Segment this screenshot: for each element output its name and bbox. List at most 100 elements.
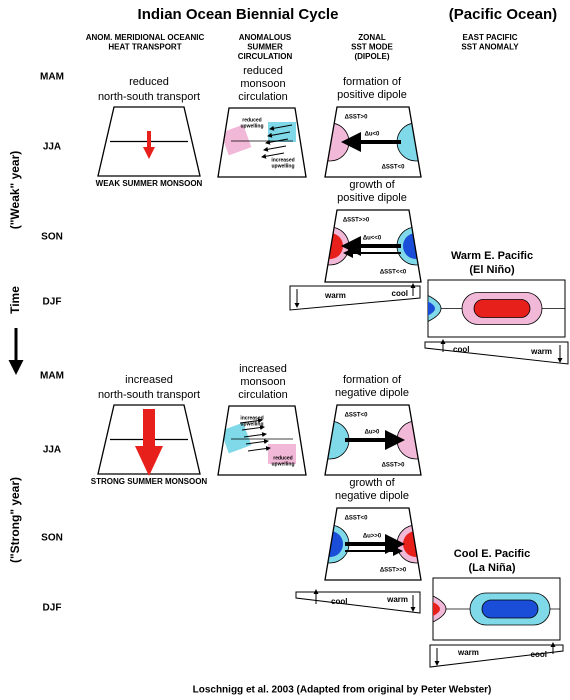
label: cool xyxy=(453,345,469,354)
pacific-thermocline xyxy=(424,341,569,365)
label: monsoon xyxy=(240,78,285,90)
west-core xyxy=(428,301,435,316)
upwelling-patch xyxy=(220,422,252,454)
label: SUMMER xyxy=(247,43,283,52)
label: ANOMALOUS xyxy=(239,33,292,42)
label: monsoon xyxy=(240,376,285,388)
label: upwelling xyxy=(240,123,263,129)
circulation-arrow xyxy=(243,432,267,438)
circulation-box xyxy=(217,107,307,178)
label: negative dipole xyxy=(335,490,409,502)
label: warm xyxy=(530,347,552,356)
label: Warm E. Pacific xyxy=(451,250,533,262)
label: STRONG SUMMER MONSOON xyxy=(91,477,208,486)
label: warm xyxy=(386,595,408,604)
dipole-box xyxy=(324,209,422,283)
label: circulation xyxy=(238,91,288,103)
label: cool xyxy=(331,597,347,606)
circulation-arrow xyxy=(267,131,291,138)
label: CIRCULATION xyxy=(238,52,293,61)
label: upwelling xyxy=(271,163,294,169)
label: SON xyxy=(41,533,63,544)
circulation-arrow xyxy=(265,138,289,145)
circulation-box-fill xyxy=(220,122,296,156)
dipole-box xyxy=(324,106,422,178)
label: Δu<0 xyxy=(365,132,380,138)
label: ΔSST<<0 xyxy=(380,270,407,276)
upwelling-patch xyxy=(220,124,252,156)
label: MAM xyxy=(40,72,64,83)
label: reduced xyxy=(273,455,292,461)
label: ΔSST>0 xyxy=(345,115,368,121)
sst-anomaly xyxy=(396,524,421,564)
label: increased xyxy=(240,415,263,421)
circulation-arrow xyxy=(263,145,287,152)
circulation-arrow xyxy=(261,152,285,159)
label: Time xyxy=(8,286,22,314)
dipole-box xyxy=(324,404,422,476)
label: upwelling xyxy=(240,421,263,427)
label: EAST PACIFIC xyxy=(463,33,518,42)
label: warm xyxy=(324,291,346,300)
label: ΔSST<0 xyxy=(345,413,368,419)
sst-anomaly xyxy=(325,420,350,460)
label: (Pacific Ocean) xyxy=(449,6,557,23)
label: formation of xyxy=(343,76,402,88)
label: JJA xyxy=(43,445,61,456)
label: reduced xyxy=(243,65,283,77)
label: north-south transport xyxy=(98,389,200,401)
label: upwelling xyxy=(271,461,294,467)
transport-arrow xyxy=(135,409,163,476)
label: ΔSST<0 xyxy=(345,516,368,522)
label: ΔSST<0 xyxy=(382,165,405,171)
label: ("Weak" year) xyxy=(8,151,22,230)
circulation-arrow xyxy=(269,124,293,131)
label: DJF xyxy=(43,603,62,614)
label: warm xyxy=(457,648,479,657)
label: (DIPOLE) xyxy=(354,52,389,61)
label: Δu>0 xyxy=(365,430,380,436)
pacific-thermocline xyxy=(429,644,564,668)
label: WEAK SUMMER MONSOON xyxy=(96,179,203,188)
circulation-box-fill xyxy=(220,422,296,464)
sst-anomaly xyxy=(325,524,350,564)
label: ANOM. MERIDIONAL OCEANIC xyxy=(86,33,205,42)
east-core xyxy=(481,599,539,619)
label: cool xyxy=(392,289,408,298)
label: positive dipole xyxy=(337,89,407,101)
label: negative dipole xyxy=(335,387,409,399)
dipole-box xyxy=(324,507,422,581)
upwelling-patch xyxy=(268,122,296,142)
transport-arrow xyxy=(143,131,155,159)
label: increased xyxy=(239,363,287,375)
circulation-box xyxy=(217,405,307,476)
label: ΔSST>0 xyxy=(382,463,405,469)
label: DJF xyxy=(43,297,62,308)
sst-anomaly xyxy=(325,226,350,266)
upwelling-patch xyxy=(268,444,296,464)
label: reduced xyxy=(242,117,261,123)
label: Δu<<0 xyxy=(363,236,382,242)
label: Δu>>0 xyxy=(363,534,382,540)
label: MAM xyxy=(40,371,64,382)
label: ΔSST>>0 xyxy=(343,218,370,224)
label: growth of xyxy=(349,179,395,191)
transport-box xyxy=(97,404,201,475)
label: circulation xyxy=(238,389,288,401)
label: increased xyxy=(271,157,294,163)
label: JJA xyxy=(43,142,61,153)
circulation-arrow xyxy=(247,446,271,452)
label: SST MODE xyxy=(351,43,393,52)
label: SON xyxy=(41,232,63,243)
circulation-arrow xyxy=(241,425,265,431)
circulation-arrow xyxy=(245,439,269,445)
label: ("Strong" year) xyxy=(8,477,22,563)
thermocline xyxy=(289,285,421,311)
label: SST ANOMALY xyxy=(461,43,519,52)
label: cool xyxy=(531,650,547,659)
sst-anomaly xyxy=(396,122,421,162)
label: ZONAL xyxy=(358,33,386,42)
label: (La Niña) xyxy=(468,562,515,574)
label: increased xyxy=(125,374,173,386)
